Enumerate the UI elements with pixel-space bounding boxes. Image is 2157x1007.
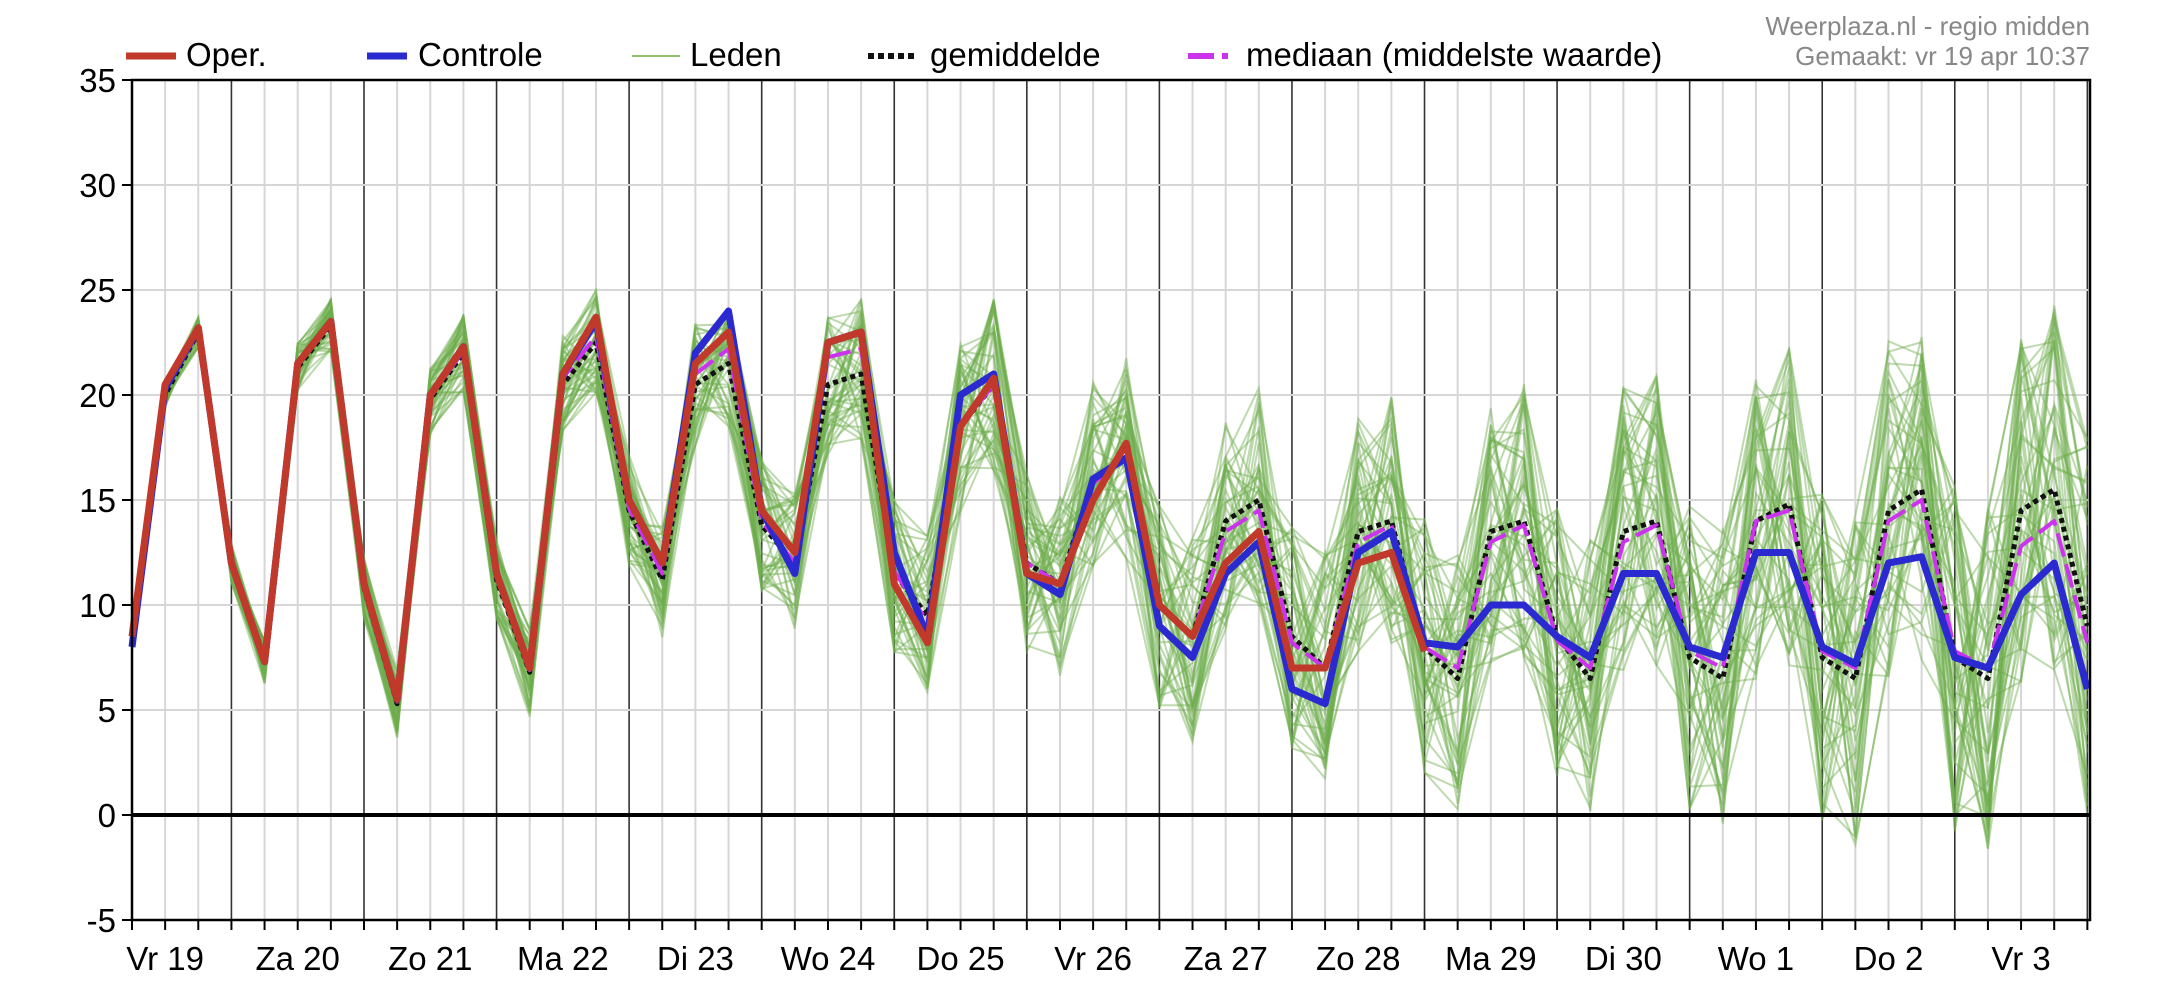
x-tick-label: Ma 22 bbox=[517, 940, 609, 977]
x-tick-label: Wo 24 bbox=[781, 940, 876, 977]
ensemble-member-line bbox=[131, 328, 2089, 778]
ensemble-member-line bbox=[131, 301, 2089, 830]
summary-lines bbox=[128, 307, 2091, 708]
x-tick-label: Do 25 bbox=[917, 940, 1005, 977]
credit-made: Gemaakt: vr 19 apr 10:37 bbox=[1795, 41, 2090, 71]
mean-line bbox=[129, 323, 2090, 707]
ensemble-member-line bbox=[131, 313, 2089, 818]
ensemble-member-line bbox=[131, 312, 2088, 819]
ensemble-member-line bbox=[131, 298, 2089, 849]
ensemble-member-line bbox=[131, 306, 2089, 814]
x-tick-label: Di 30 bbox=[1585, 940, 1662, 977]
ensemble-member-line bbox=[131, 298, 2088, 836]
y-tick-label: 30 bbox=[79, 167, 116, 204]
ensemble-member-line bbox=[131, 287, 2089, 804]
ensemble-member-line bbox=[131, 321, 2089, 742]
ensemble-member-line bbox=[131, 299, 2089, 788]
x-tick-label: Za 27 bbox=[1183, 940, 1267, 977]
y-tick-label: 0 bbox=[98, 797, 116, 834]
x-tick-label: Zo 28 bbox=[1316, 940, 1400, 977]
y-tick-label: 35 bbox=[79, 62, 116, 99]
x-tick-label: Di 23 bbox=[657, 940, 734, 977]
x-axis-ticks: Vr 19 Za 20 Zo 21 Ma 22 Di 23 Wo 24 Do 25 Vr 26… bbox=[126, 920, 2089, 977]
ensemble-member-line bbox=[131, 301, 2089, 791]
y-tick-label: -5 bbox=[87, 902, 116, 939]
ensemble-member-line bbox=[131, 311, 2089, 770]
x-tick-label: Do 2 bbox=[1854, 940, 1924, 977]
ensemble-member-line bbox=[131, 309, 2089, 819]
y-tick-label: 10 bbox=[79, 587, 116, 624]
x-tick-label: Wo 1 bbox=[1718, 940, 1794, 977]
y-axis-ticks: 35 30 25 20 15 10 5 0 -5 bbox=[79, 62, 132, 939]
ensemble-member-line bbox=[131, 300, 2089, 805]
x-tick-label: Vr 26 bbox=[1054, 940, 1132, 977]
legend-label-mediaan: mediaan (middelste waarde) bbox=[1246, 36, 1662, 73]
operational-line bbox=[128, 313, 1428, 703]
ensemble-member-line bbox=[131, 312, 2089, 824]
x-tick-label: Vr 19 bbox=[126, 940, 204, 977]
ensemble-member-line bbox=[131, 301, 2089, 849]
ensemble-member-line bbox=[131, 305, 2089, 841]
ensemble-member-line bbox=[131, 297, 2089, 832]
legend: Oper. Controle Leden gemiddelde mediaan … bbox=[126, 36, 1662, 73]
ensemble-member-line bbox=[131, 322, 2088, 743]
x-tick-label: Vr 3 bbox=[1991, 940, 2050, 977]
ensemble-member-line bbox=[131, 320, 2089, 798]
ensemble-member-line bbox=[131, 299, 2089, 807]
legend-label-oper: Oper. bbox=[186, 36, 267, 73]
ensemble-member-line bbox=[131, 298, 2089, 763]
credit-source: Weerplaza.nl - regio midden bbox=[1765, 11, 2090, 41]
legend-label-gemiddelde: gemiddelde bbox=[930, 36, 1101, 73]
ensemble-member-line bbox=[131, 314, 2089, 807]
y-tick-label: 20 bbox=[79, 377, 116, 414]
ensemble-member-line bbox=[131, 309, 2089, 807]
ensemble-member-line bbox=[131, 292, 2089, 849]
x-tick-label: Za 20 bbox=[256, 940, 340, 977]
legend-label-leden: Leden bbox=[690, 36, 782, 73]
x-tick-label: Zo 21 bbox=[388, 940, 472, 977]
y-tick-label: 25 bbox=[79, 272, 116, 309]
ensemble-member-line bbox=[131, 317, 2089, 823]
ensemble-member-line bbox=[131, 307, 2089, 804]
y-tick-label: 5 bbox=[98, 692, 116, 729]
ensemble-member-line bbox=[131, 297, 2089, 819]
x-tick-label: Ma 29 bbox=[1445, 940, 1537, 977]
legend-label-controle: Controle bbox=[418, 36, 543, 73]
ensemble-member-line bbox=[131, 303, 2089, 820]
ensemble-member-line bbox=[131, 306, 2089, 755]
y-tick-label: 15 bbox=[79, 482, 116, 519]
ensemble-member-line bbox=[131, 312, 2089, 760]
